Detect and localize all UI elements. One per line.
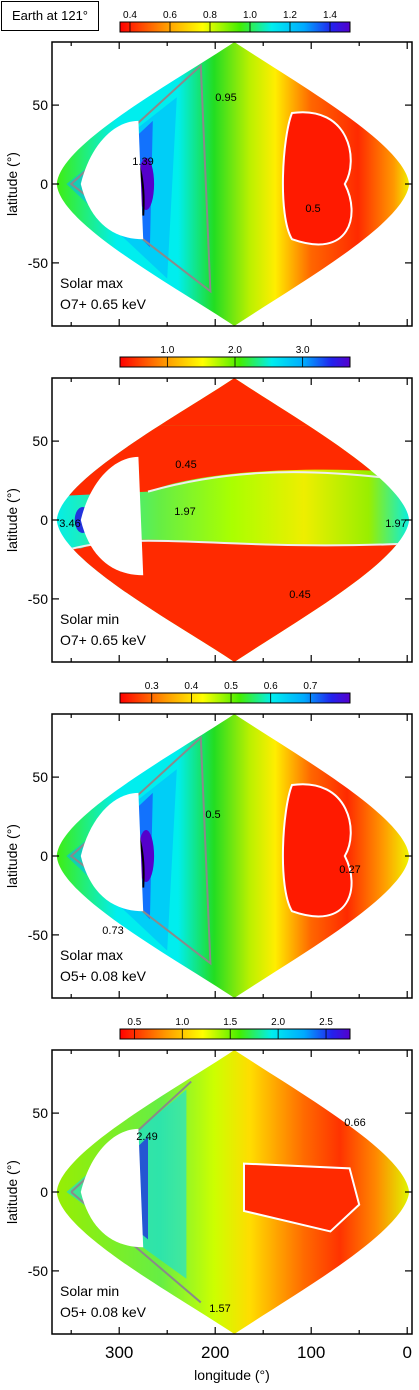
- ytick-label: 0: [40, 1184, 48, 1200]
- ytick-label: 50: [32, 769, 48, 785]
- ytick-label: 0: [40, 512, 48, 528]
- colorbar-tick-label: 1.5: [223, 1017, 237, 1028]
- occulted-disc: [80, 792, 144, 912]
- panel-2: 1.0 2.0 3.0 50 0 -50 latitude (°) Solar min O7+ …: [4, 345, 413, 663]
- ytick-label: 50: [32, 433, 48, 449]
- contour-label: 1.97: [174, 506, 195, 518]
- colorbar-tick-label: 1.0: [243, 10, 257, 21]
- contour-label: 0.45: [289, 589, 310, 601]
- xtick-label: 0: [402, 1343, 411, 1362]
- panel-label: Solar min: [60, 1283, 119, 1299]
- contour-label: 0.95: [215, 92, 236, 104]
- colorbar: [119, 692, 351, 704]
- contour-label: 0.5: [205, 809, 220, 821]
- colorbar-tick-label: 0.6: [163, 10, 177, 21]
- ion-label: O5+ 0.08 keV: [60, 968, 147, 984]
- contour-label: 0.73: [102, 925, 123, 937]
- earth-position-label: Earth at 121°: [1, 1, 99, 31]
- colorbar-tick-label: 0.8: [203, 10, 217, 21]
- panel-4: 0.5 1.0 1.5 2.0 2.5 50 0 -50 latitude (°) Solar m…: [4, 1017, 413, 1383]
- peak-band: [138, 830, 155, 882]
- ytick-label: 0: [40, 848, 48, 864]
- ylabel: latitude (°): [4, 152, 20, 216]
- colorbar-tick-label: 0.7: [303, 681, 317, 692]
- colorbar-tick-label: 0.4: [123, 10, 137, 21]
- colorbar-tick-label: 0.5: [224, 681, 238, 692]
- colorbar-tick-label: 1.0: [160, 345, 174, 356]
- contour-label: 1.39: [132, 156, 153, 168]
- xlabel: longitude (°): [194, 1367, 270, 1383]
- contour-label: 0.66: [344, 1117, 365, 1129]
- contour-label: 0.5: [305, 203, 320, 215]
- north-red: [56, 425, 410, 497]
- xtick-label: 200: [201, 1343, 229, 1362]
- ytick-label: 50: [32, 1105, 48, 1121]
- panel-1: 0.4 0.6 0.8 1.0 1.2 1.4 50 0 -50 latitude (°) Sola…: [4, 10, 413, 327]
- ion-label: O7+ 0.65 keV: [60, 632, 147, 648]
- contour-north: [147, 471, 408, 493]
- occulted-disc: [80, 1128, 144, 1248]
- ytick-label: 0: [40, 176, 48, 192]
- panel-label: Solar min: [60, 611, 119, 627]
- colorbar-tick-label: 2.0: [228, 345, 242, 356]
- xtick-label: 100: [297, 1343, 325, 1362]
- occulted-disc: [80, 456, 144, 576]
- xtick-label: 300: [105, 1343, 133, 1362]
- ion-label: O7+ 0.65 keV: [60, 296, 147, 312]
- occulted-disc: [80, 120, 144, 240]
- contour-label: 0.27: [339, 864, 360, 876]
- panel-label: Solar max: [60, 947, 123, 963]
- ytick-label: -50: [28, 255, 48, 271]
- colorbar-tick-label: 1.2: [283, 10, 297, 21]
- ytick-label: -50: [28, 927, 48, 943]
- contour-label: 1.97: [385, 518, 406, 530]
- colorbar-tick-label: 0.5: [127, 1017, 141, 1028]
- min-region: [243, 1162, 361, 1233]
- colorbar-tick-label: 2.5: [319, 1017, 333, 1028]
- colorbar: [119, 1028, 351, 1040]
- ylabel: latitude (°): [4, 488, 20, 552]
- contour-label: 0.45: [175, 459, 196, 471]
- ion-label: O5+ 0.08 keV: [60, 1304, 147, 1320]
- colorbar: [119, 21, 351, 33]
- contour-label: 1.57: [209, 1303, 230, 1315]
- colorbar-tick-label: 2.0: [271, 1017, 285, 1028]
- ylabel: latitude (°): [4, 824, 20, 888]
- colorbar-tick-label: 0.3: [145, 681, 159, 692]
- north-cap: [56, 378, 410, 426]
- panel-label: Solar max: [60, 275, 123, 291]
- panel-3: 0.3 0.4 0.5 0.6 0.7 50 0 -50 latitude (°) Solar m…: [4, 681, 413, 999]
- min-region: [281, 111, 353, 246]
- min-region: [281, 783, 353, 918]
- ytick-label: 50: [32, 97, 48, 113]
- colorbar-tick-label: 3.0: [296, 345, 310, 356]
- contour-label: 2.49: [136, 1131, 157, 1143]
- colorbar-tick-label: 0.4: [184, 681, 198, 692]
- ylabel: latitude (°): [4, 1160, 20, 1224]
- ytick-label: -50: [28, 591, 48, 607]
- colorbar-tick-label: 1.4: [323, 10, 337, 21]
- peak-band: [138, 158, 155, 210]
- contour-label: 3.46: [59, 518, 80, 530]
- colorbar-tick-label: 0.6: [264, 681, 278, 692]
- ytick-label: -50: [28, 1263, 48, 1279]
- colorbar-tick-label: 1.0: [175, 1017, 189, 1028]
